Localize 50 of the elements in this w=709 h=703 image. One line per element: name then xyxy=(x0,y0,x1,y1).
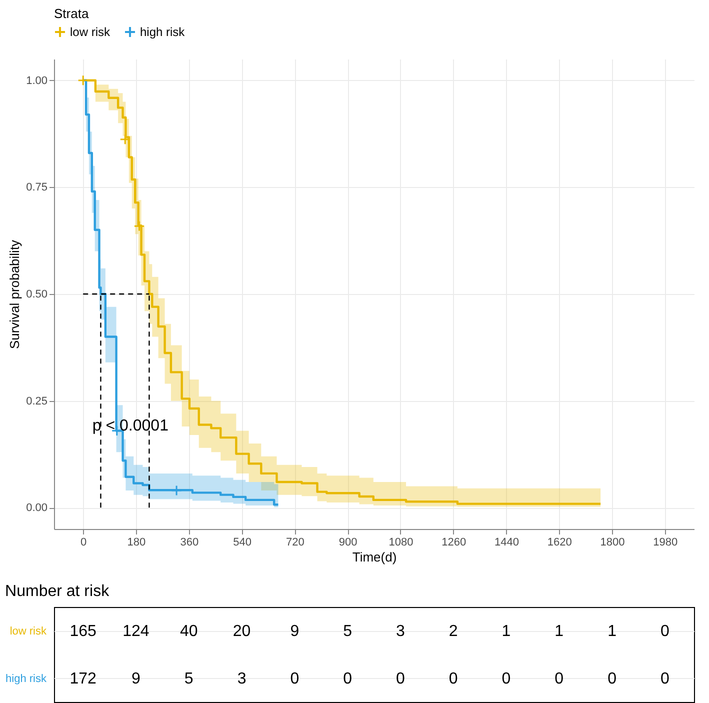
y-tick-label: 0.75 xyxy=(26,182,48,194)
data-label: 0 xyxy=(343,670,352,688)
annotation: p < 0.0001 xyxy=(92,418,169,435)
x-tick-label: 360 xyxy=(180,536,199,548)
data-label: 2 xyxy=(448,622,458,640)
data-label: 0 xyxy=(502,670,511,688)
y-tick-label: 0.25 xyxy=(26,395,48,408)
data-label: 124 xyxy=(122,622,150,640)
data-label: 1 xyxy=(608,622,617,640)
data-label: 0 xyxy=(660,670,670,688)
data-label: 0 xyxy=(290,670,300,688)
legend-label: high risk xyxy=(140,25,186,39)
data-label: 165 xyxy=(70,622,97,640)
x-tick-label: 1980 xyxy=(653,536,678,548)
x-tick-label: 180 xyxy=(127,536,146,548)
legend-label: low risk xyxy=(70,25,111,39)
chart-title: Number at risk xyxy=(5,583,110,600)
x-tick-label: 1260 xyxy=(442,536,466,548)
y-axis-title: Survival probability xyxy=(7,239,22,350)
x-tick-label: 0 xyxy=(80,536,87,548)
data-label: 172 xyxy=(70,670,97,688)
legend-title: Strata xyxy=(54,6,90,21)
y-tick-label: 1.00 xyxy=(26,74,48,87)
data-label: 9 xyxy=(132,670,141,688)
data-label: 5 xyxy=(184,670,194,688)
y-tick-label: high risk xyxy=(6,672,47,685)
x-tick-label: 720 xyxy=(286,536,304,548)
y-tick-label: low risk xyxy=(10,625,47,638)
x-tick-label: 540 xyxy=(233,536,252,548)
x-tick-label: 900 xyxy=(338,536,358,548)
data-label: 0 xyxy=(554,670,564,688)
data-label: 1 xyxy=(554,622,564,640)
data-label: 5 xyxy=(343,622,352,640)
data-label: 0 xyxy=(660,622,670,640)
data-label: 0 xyxy=(608,670,617,688)
x-axis-title: Time(d) xyxy=(352,550,397,564)
data-label: 1 xyxy=(502,622,511,640)
y-tick-label: 0.50 xyxy=(26,288,48,300)
data-label: 0 xyxy=(396,670,405,688)
data-label: 0 xyxy=(448,670,458,688)
data-label: 3 xyxy=(396,622,405,640)
data-label: 9 xyxy=(290,622,300,640)
y-tick-label: 0.00 xyxy=(26,502,48,514)
data-label: 3 xyxy=(237,670,246,688)
x-tick-label: 1080 xyxy=(388,536,414,548)
x-tick-label: 1620 xyxy=(547,536,572,548)
data-label: 40 xyxy=(180,622,198,640)
data-label: 20 xyxy=(232,622,251,640)
x-tick-label: 1440 xyxy=(494,536,519,548)
x-tick-label: 1800 xyxy=(600,536,625,548)
